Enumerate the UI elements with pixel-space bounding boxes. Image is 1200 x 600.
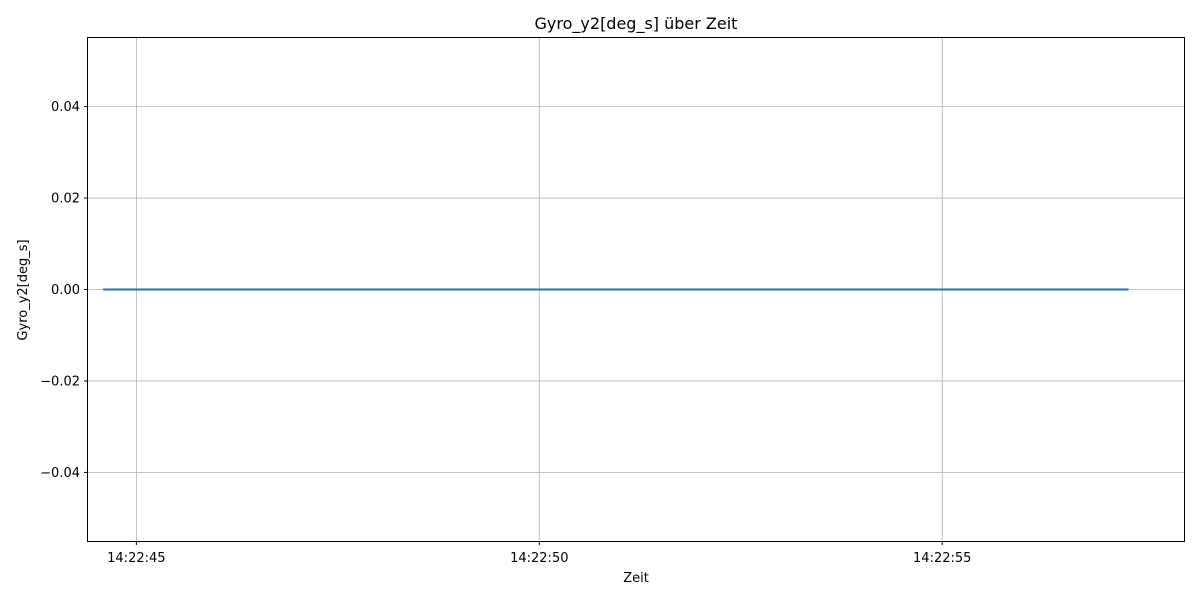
- x-axis-label: Zeit: [623, 571, 649, 586]
- y-tick-label: 0.02: [51, 192, 80, 207]
- x-tick-label: 14:22:45: [107, 551, 165, 566]
- y-axis-label: Gyro_y2[deg_s]: [16, 239, 31, 340]
- y-axis: 0.04 0.02 0.00 −0.02 −0.04: [40, 100, 88, 481]
- chart-title: Gyro_y2[deg_s] über Zeit: [535, 14, 738, 34]
- y-tick-label: 0.04: [51, 100, 80, 115]
- x-tick-label: 14:22:50: [510, 551, 568, 566]
- x-axis: 14:22:45 14:22:50 14:22:55: [107, 541, 971, 566]
- y-tick-label: −0.04: [40, 466, 80, 481]
- x-tick-label: 14:22:55: [913, 551, 971, 566]
- y-tick-label: 0.00: [51, 283, 80, 298]
- y-tick-label: −0.02: [40, 374, 80, 389]
